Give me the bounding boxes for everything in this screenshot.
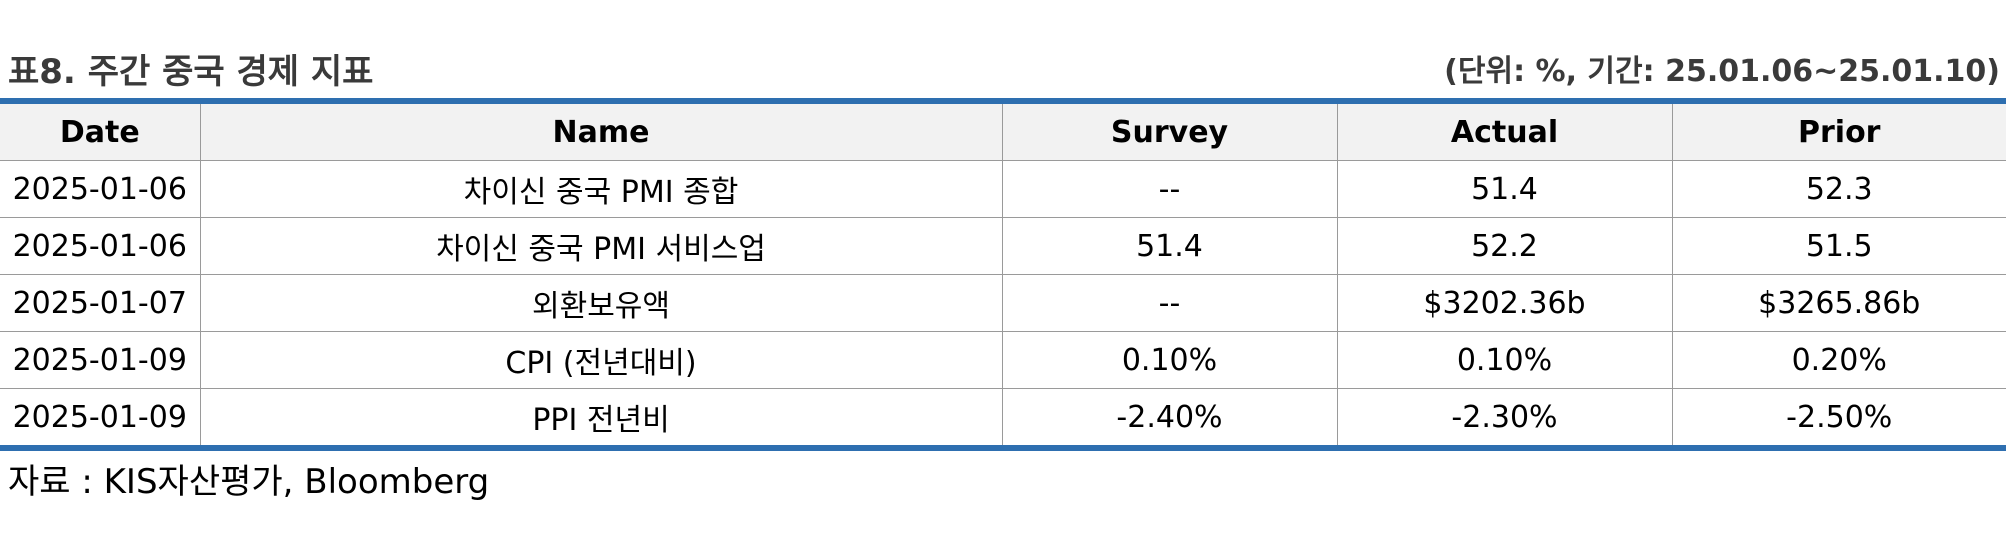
table-row: 2025-01-06 차이신 중국 PMI 종합 -- 51.4 52.3	[0, 160, 2006, 218]
column-header-date: Date	[0, 101, 201, 161]
table-row: 2025-01-06 차이신 중국 PMI 서비스업 51.4 52.2 51.…	[0, 217, 2006, 275]
cell-date: 2025-01-09	[0, 331, 201, 389]
cell-prior: 51.5	[1672, 217, 2006, 275]
table-header-row: Date Name Survey Actual Prior	[0, 101, 2006, 161]
cell-survey: --	[1002, 274, 1338, 332]
cell-name: 차이신 중국 PMI 서비스업	[200, 217, 1003, 275]
table-row: 2025-01-09 CPI (전년대비) 0.10% 0.10% 0.20%	[0, 331, 2006, 389]
cell-prior: 52.3	[1672, 160, 2006, 218]
cell-date: 2025-01-06	[0, 160, 201, 218]
table-row: 2025-01-07 외환보유액 -- $3202.36b $3265.86b	[0, 274, 2006, 332]
cell-actual: $3202.36b	[1337, 274, 1673, 332]
table-title: 표8. 주간 중국 경제 지표	[8, 52, 374, 92]
cell-survey: 0.10%	[1002, 331, 1338, 389]
column-header-survey: Survey	[1002, 101, 1338, 161]
cell-prior: -2.50%	[1786, 399, 1893, 435]
cell-actual: 0.10%	[1337, 331, 1673, 389]
cell-prior: 0.20%	[1672, 331, 2006, 389]
cell-name: 차이신 중국 PMI 종합	[200, 160, 1003, 218]
cell-name: 외환보유액	[200, 274, 1003, 332]
column-header-actual: Actual	[1337, 101, 1673, 161]
cell-prior: $3265.86b	[1672, 274, 2006, 332]
unit-period-note: (단위: %, 기간: 25.01.06~25.01.10)	[1444, 54, 2000, 89]
cell-date: 2025-01-06	[0, 217, 201, 275]
cell-name: CPI (전년대비)	[200, 331, 1003, 389]
column-header-name: Name	[200, 101, 1003, 161]
cell-actual: 51.4	[1337, 160, 1673, 218]
economic-indicators-table: Date Name Survey Actual Prior 2025-01-06…	[0, 98, 2006, 451]
cell-survey: --	[1002, 160, 1338, 218]
cell-name: PPI 전년비	[200, 388, 1003, 448]
cell-date: 2025-01-07	[0, 274, 201, 332]
cell-actual: -2.30%	[1337, 388, 1673, 448]
cell-date: 2025-01-09	[0, 388, 201, 448]
source-note: 자료 : KIS자산평가, Bloomberg	[8, 462, 490, 502]
cell-survey: 51.4	[1002, 217, 1338, 275]
table-header: 표8. 주간 중국 경제 지표 (단위: %, 기간: 25.01.06~25.…	[0, 44, 2006, 94]
column-header-prior: Prior	[1672, 101, 2006, 161]
cell-survey: -2.40%	[1002, 388, 1338, 448]
table-row: 2025-01-09 PPI 전년비 -2.40% -2.30% -2.50%	[0, 388, 2006, 448]
cell-actual: 52.2	[1337, 217, 1673, 275]
